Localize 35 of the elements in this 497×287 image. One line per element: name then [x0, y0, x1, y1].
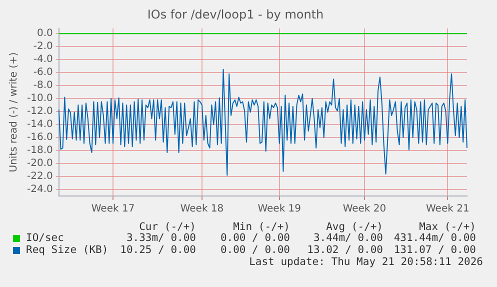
y-tick-label: -12.0 [27, 106, 53, 118]
y-tick-label: -22.0 [27, 171, 53, 182]
text: 431.44m/ 0.00 [394, 232, 476, 244]
y-tick-label: -10.0 [27, 93, 53, 104]
y-tick-label: -18.0 [27, 145, 53, 156]
y-axis-title: Units read (-) / write (+) [8, 52, 20, 172]
y-tick-label: -2.0 [33, 41, 53, 52]
text: Avg (-/+) [326, 221, 383, 233]
text: Cur (-/+) [139, 221, 196, 233]
y-tick-label: -6.0 [33, 67, 53, 78]
x-tick-label: Week 19 [258, 204, 302, 215]
text: Last update: Thu May 21 20:58:11 2026 [249, 256, 483, 268]
text: 10.25 / 0.00 [120, 244, 196, 256]
y-tick-label: -8.0 [33, 80, 53, 92]
text: 0.00 / 0.00 [220, 232, 290, 244]
x-tick-label: Week 18 [180, 204, 224, 215]
legend-label: Req Size (KB) [26, 244, 108, 256]
text: 131.07 / 0.00 [394, 244, 476, 256]
y-tick-label: 0.0 [36, 28, 53, 40]
text: Min (-/+) [233, 221, 290, 233]
text: 0.00 / 0.00 [220, 244, 290, 256]
y-tick-label: -14.0 [27, 119, 53, 130]
y-tick-label: -4.0 [33, 54, 53, 66]
y-tick-label: -20.0 [27, 158, 53, 170]
y-tick-label: -16.0 [27, 132, 53, 144]
text: 3.33m/ 0.00 [126, 232, 196, 244]
text: 13.02 / 0.00 [307, 244, 383, 256]
y-tick-label: -24.0 [27, 184, 53, 196]
x-tick-label: Week 20 [342, 204, 386, 215]
text: 3.44m/ 0.00 [313, 232, 383, 244]
x-tick-label: Week 21 [426, 204, 470, 215]
legend-label: IO/sec [26, 232, 64, 244]
chart-title: IOs for /dev/loop1 - by month [147, 7, 324, 22]
x-tick-label: Week 17 [91, 204, 135, 215]
text: Max (-/+) [419, 221, 476, 233]
